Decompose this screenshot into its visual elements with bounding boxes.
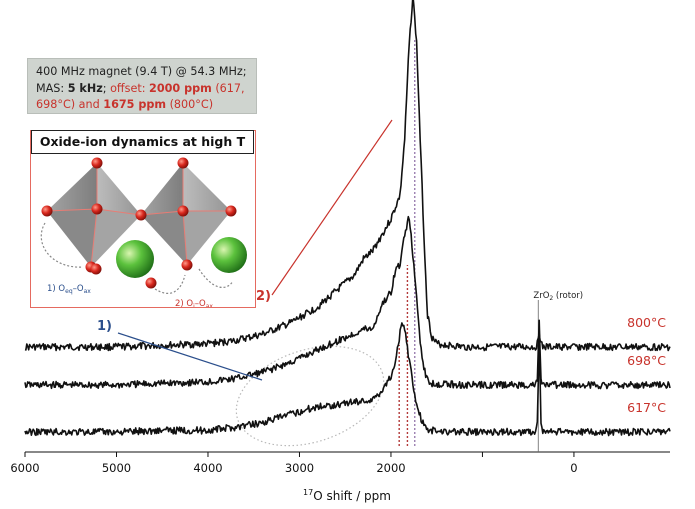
region-ellipse [235,345,385,447]
inset-title: Oxide-ion dynamics at high T [31,130,254,154]
oxygen-atoms [41,157,237,289]
series-label-3: 617°C [627,400,666,415]
hop-arrows [40,222,234,294]
marker-1-label: 1) [97,319,112,334]
series-label-2: 698°C [627,353,666,368]
x-tick-label: 2000 [376,461,405,475]
info-mas-value: 5 kHz [67,81,103,95]
spectrum-line-2 [24,215,671,390]
ambient-region-ellipse [235,345,385,447]
x-tick-label: 6000 [10,461,39,475]
info-offset-label: offset: [110,81,150,95]
info-mas-label: MAS: [36,81,68,95]
spectrum-line-3 [24,322,671,437]
inset-label-1: 1) Oeq–Oax [47,284,91,295]
spectrum-line-1 [24,0,671,352]
octahedra-illustration: 1) Oeq–Oax 2) Oi–Oax [40,157,247,310]
peak-markers [398,40,539,452]
info-offset-temps-1: (617, [211,81,245,95]
octahedron-left [47,163,141,267]
series-label-1: 800°C [627,315,666,330]
marker-2-pointer [271,119,393,296]
marker-1-pointer [117,332,263,381]
x-tick-label: 3000 [285,461,314,475]
info-sep: ; [102,81,111,95]
structure-inset: Oxide-ion dynamics at high T [30,130,256,310]
info-offset-temps-2: 698°C) and [36,98,104,111]
info-line-1: 400 MHz magnet (9.4 T) @ 54.3 MHz; [36,65,247,78]
info-offset-value-1: 2000 ppm [149,81,212,95]
series-labels: 800°C 698°C 617°C [627,315,666,415]
bond-lines [46,163,231,268]
marker-2-label: 2) [256,289,271,304]
x-tick-label: 4000 [193,461,222,475]
cation-sphere-left [116,240,154,278]
spectra [24,0,671,437]
annotations: 1) 2) ZrO2 (rotor) [97,119,583,381]
octahedron-right [141,163,231,265]
x-tick-label: 5000 [102,461,131,475]
info-offset-temps-3: (800°C) [166,98,214,111]
zro2-rotor-label: ZrO2 (rotor) [533,291,583,302]
info-offset-value-2: 1675 ppm [103,98,167,111]
acquisition-info-box: 400 MHz magnet (9.4 T) @ 54.3 MHz; MAS: … [27,58,257,114]
x-tick-label: 0 [570,461,577,475]
x-axis-title: 17O shift / ppm [303,488,391,503]
inset-label-2: 2) Oi–Oax [175,299,213,307]
x-axis: 6000 5000 4000 3000 2000 0 17O shift / ppm [10,451,670,503]
cation-sphere-right [211,237,247,273]
